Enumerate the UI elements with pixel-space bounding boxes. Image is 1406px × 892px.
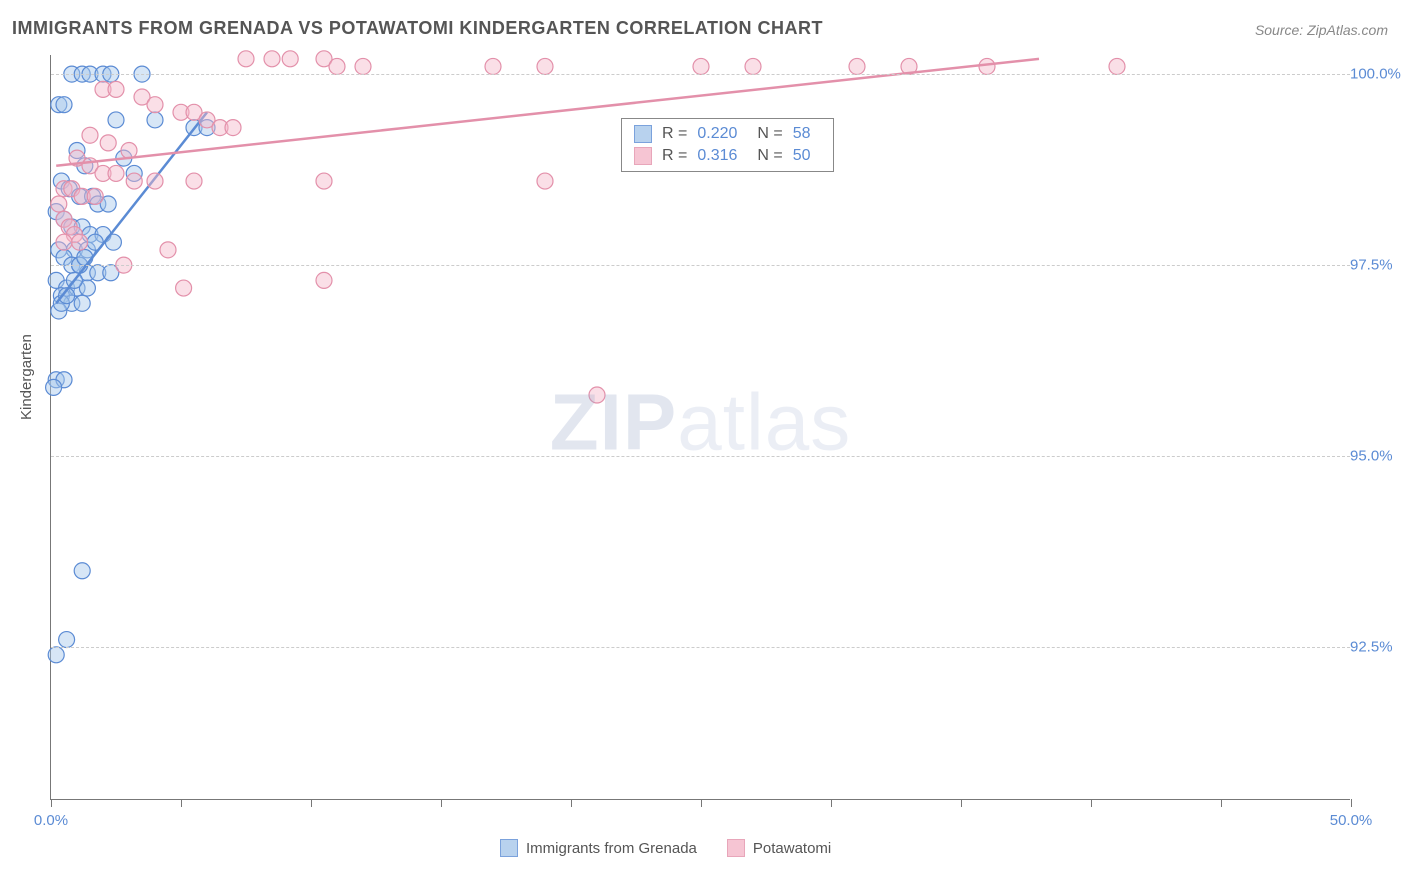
series-a-point[interactable] bbox=[108, 112, 124, 128]
plot-area: ZIPatlas R = 0.220 N = 58 R = 0.316 N = … bbox=[50, 55, 1350, 800]
series-a-point[interactable] bbox=[59, 632, 75, 648]
y-tick-label: 100.0% bbox=[1350, 66, 1405, 83]
r-value-b: 0.316 bbox=[697, 147, 737, 165]
series-b-point[interactable] bbox=[329, 58, 345, 74]
series-b-point[interactable] bbox=[225, 120, 241, 136]
x-tick bbox=[181, 799, 182, 807]
x-tick bbox=[1221, 799, 1222, 807]
swatch-a-icon bbox=[500, 839, 518, 857]
series-b-point[interactable] bbox=[126, 173, 142, 189]
swatch-b-icon bbox=[727, 839, 745, 857]
series-b-point[interactable] bbox=[537, 173, 553, 189]
series-a-point[interactable] bbox=[48, 647, 64, 663]
series-a-trendline bbox=[56, 112, 207, 303]
series-b-point[interactable] bbox=[160, 242, 176, 258]
series-b-point[interactable] bbox=[108, 81, 124, 97]
x-tick bbox=[441, 799, 442, 807]
gridline bbox=[51, 456, 1350, 457]
series-b-point[interactable] bbox=[87, 188, 103, 204]
series-b-point[interactable] bbox=[979, 58, 995, 74]
y-tick-label: 95.0% bbox=[1350, 448, 1405, 465]
legend-item-a[interactable]: Immigrants from Grenada bbox=[500, 839, 697, 857]
series-b-point[interactable] bbox=[355, 58, 371, 74]
gridline bbox=[51, 647, 1350, 648]
series-b-point[interactable] bbox=[100, 135, 116, 151]
series-b-point[interactable] bbox=[485, 58, 501, 74]
series-legend: Immigrants from Grenada Potawatomi bbox=[500, 839, 831, 857]
series-b-point[interactable] bbox=[849, 58, 865, 74]
series-a-point[interactable] bbox=[77, 249, 93, 265]
y-tick-label: 97.5% bbox=[1350, 257, 1405, 274]
gridline bbox=[51, 74, 1350, 75]
series-b-point[interactable] bbox=[537, 58, 553, 74]
r-label: R = bbox=[662, 125, 687, 143]
series-a-point[interactable] bbox=[74, 563, 90, 579]
series-b-point[interactable] bbox=[186, 173, 202, 189]
series-b-point[interactable] bbox=[316, 173, 332, 189]
series-b-point[interactable] bbox=[316, 272, 332, 288]
n-value-b: 50 bbox=[793, 147, 811, 165]
x-tick-label: 0.0% bbox=[34, 812, 68, 829]
series-b-point[interactable] bbox=[693, 58, 709, 74]
x-tick bbox=[311, 799, 312, 807]
series-a-point[interactable] bbox=[46, 379, 62, 395]
x-tick-label: 50.0% bbox=[1330, 812, 1373, 829]
series-a-point[interactable] bbox=[74, 295, 90, 311]
legend-item-b[interactable]: Potawatomi bbox=[727, 839, 831, 857]
series-b-point[interactable] bbox=[1109, 58, 1125, 74]
series-b-point[interactable] bbox=[264, 51, 280, 67]
r-label: R = bbox=[662, 147, 687, 165]
swatch-b-icon bbox=[634, 147, 652, 165]
series-b-point[interactable] bbox=[147, 97, 163, 113]
x-tick bbox=[1351, 799, 1352, 807]
series-b-point[interactable] bbox=[51, 196, 67, 212]
x-tick bbox=[571, 799, 572, 807]
chart-title: IMMIGRANTS FROM GRENADA VS POTAWATOMI KI… bbox=[12, 18, 823, 39]
series-b-point[interactable] bbox=[282, 51, 298, 67]
series-b-point[interactable] bbox=[72, 234, 88, 250]
series-b-point[interactable] bbox=[589, 387, 605, 403]
n-label: N = bbox=[757, 125, 782, 143]
x-tick bbox=[51, 799, 52, 807]
series-b-point[interactable] bbox=[745, 58, 761, 74]
series-a-point[interactable] bbox=[56, 97, 72, 113]
series-b-point[interactable] bbox=[56, 234, 72, 250]
series-b-point[interactable] bbox=[82, 127, 98, 143]
series-b-point[interactable] bbox=[238, 51, 254, 67]
legend-row-a: R = 0.220 N = 58 bbox=[634, 125, 821, 143]
swatch-a-icon bbox=[634, 125, 652, 143]
r-value-a: 0.220 bbox=[697, 125, 737, 143]
series-a-label: Immigrants from Grenada bbox=[526, 840, 697, 857]
series-b-point[interactable] bbox=[108, 165, 124, 181]
legend-row-b: R = 0.316 N = 50 bbox=[634, 147, 821, 165]
x-tick bbox=[961, 799, 962, 807]
x-tick bbox=[701, 799, 702, 807]
series-a-point[interactable] bbox=[147, 112, 163, 128]
y-tick-label: 92.5% bbox=[1350, 639, 1405, 656]
correlation-legend: R = 0.220 N = 58 R = 0.316 N = 50 bbox=[621, 118, 834, 172]
n-value-a: 58 bbox=[793, 125, 811, 143]
series-b-point[interactable] bbox=[176, 280, 192, 296]
source-label: Source: ZipAtlas.com bbox=[1255, 22, 1388, 38]
series-b-point[interactable] bbox=[147, 173, 163, 189]
x-tick bbox=[831, 799, 832, 807]
x-tick bbox=[1091, 799, 1092, 807]
series-b-label: Potawatomi bbox=[753, 840, 831, 857]
n-label: N = bbox=[757, 147, 782, 165]
gridline bbox=[51, 265, 1350, 266]
y-axis-label: Kindergarten bbox=[18, 334, 35, 420]
